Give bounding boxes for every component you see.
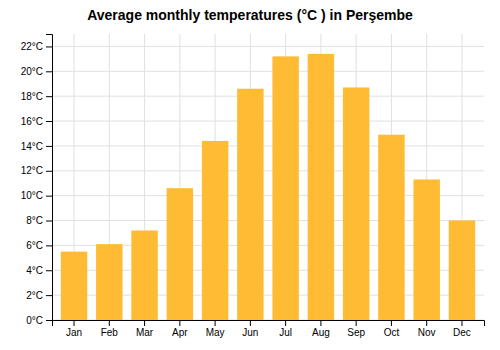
x-tick: Aug bbox=[312, 320, 330, 338]
x-tick-mark bbox=[426, 320, 427, 326]
y-tick-label: 2°C bbox=[26, 290, 43, 301]
y-tick-mark bbox=[46, 295, 52, 296]
bar bbox=[449, 221, 475, 320]
x-tick-mark bbox=[144, 320, 145, 326]
y-tick-mark bbox=[46, 46, 52, 47]
x-tick-label: Jul bbox=[279, 327, 292, 338]
x-tick-label: Jan bbox=[66, 327, 82, 338]
x-tick: Dec bbox=[453, 320, 471, 338]
x-tick: Oct bbox=[384, 320, 400, 338]
y-tick-label: 20°C bbox=[21, 66, 43, 77]
y-axis-line bbox=[46, 35, 53, 321]
y-tick: 16°C bbox=[21, 116, 52, 127]
y-tick-mark bbox=[46, 146, 52, 147]
y-tick-label: 6°C bbox=[26, 240, 43, 251]
y-tick-label: 0°C bbox=[26, 315, 43, 326]
grid-line-y bbox=[52, 46, 484, 47]
y-tick-mark bbox=[46, 196, 52, 197]
y-tick-mark bbox=[46, 71, 52, 72]
grid-line-y bbox=[52, 170, 484, 171]
bar bbox=[202, 141, 228, 320]
grid-line-y bbox=[52, 145, 484, 146]
y-tick: 12°C bbox=[21, 165, 52, 176]
x-tick-mark bbox=[109, 320, 110, 326]
grid-line-y bbox=[52, 121, 484, 122]
x-tick-mark bbox=[320, 320, 321, 326]
x-tick: Mar bbox=[136, 320, 154, 338]
x-tick-mark bbox=[250, 320, 251, 326]
plot: 0°C 2°C 4°C 6°C 8°C 10°C 12°C 14°C 16°C 18°C 20°C 2… bbox=[21, 34, 485, 338]
x-tick: May bbox=[206, 320, 225, 338]
x-tick: Jul bbox=[279, 320, 292, 338]
y-tick: 4°C bbox=[26, 265, 52, 276]
y-tick-mark bbox=[46, 121, 52, 122]
x-tick: Feb bbox=[101, 320, 119, 338]
y-tick-mark bbox=[46, 270, 52, 271]
x-tick-mark bbox=[391, 320, 392, 326]
x-tick-mark bbox=[461, 320, 462, 326]
grid-line-y bbox=[52, 71, 484, 72]
bar bbox=[378, 135, 404, 320]
bar bbox=[308, 54, 334, 320]
x-tick-label: Aug bbox=[312, 327, 330, 338]
x-axis: Jan Feb Mar Apr May Jun Jul Aug Sep Oct Nov Dec bbox=[53, 320, 485, 338]
x-tick-mark bbox=[74, 320, 75, 326]
y-axis: 0°C 2°C 4°C 6°C 8°C 10°C 12°C 14°C 16°C 18°C 20°C 2… bbox=[21, 35, 53, 326]
grid bbox=[52, 34, 484, 320]
y-tick-mark bbox=[46, 221, 52, 222]
y-tick-label: 22°C bbox=[21, 41, 43, 52]
y-tick-mark bbox=[46, 245, 52, 246]
y-tick-label: 8°C bbox=[26, 215, 43, 226]
x-tick-label: Mar bbox=[136, 327, 154, 338]
x-tick-label: Apr bbox=[172, 327, 188, 338]
bar bbox=[343, 87, 369, 320]
bar bbox=[272, 56, 298, 320]
x-tick: Sep bbox=[347, 320, 365, 338]
y-tick-label: 18°C bbox=[21, 91, 43, 102]
y-tick: 2°C bbox=[26, 290, 52, 301]
x-tick-label: Oct bbox=[384, 327, 400, 338]
x-tick: Jan bbox=[66, 320, 82, 338]
title: Average monthly temperatures (°C ) in Pe… bbox=[87, 7, 413, 23]
x-tick-mark bbox=[179, 320, 180, 326]
bar bbox=[413, 179, 439, 320]
y-tick: 22°C bbox=[21, 41, 52, 52]
x-tick-label: Sep bbox=[347, 327, 365, 338]
x-tick-label: May bbox=[206, 327, 225, 338]
grid-line-y bbox=[52, 96, 484, 97]
x-tick-label: Dec bbox=[453, 327, 471, 338]
x-tick-mark bbox=[215, 320, 216, 326]
y-tick-label: 10°C bbox=[21, 190, 43, 201]
y-tick: 20°C bbox=[21, 66, 52, 77]
bar bbox=[96, 244, 122, 320]
y-tick: 0°C bbox=[26, 315, 52, 326]
x-axis-line bbox=[53, 321, 485, 327]
x-tick-mark bbox=[285, 320, 286, 326]
y-tick-mark bbox=[46, 171, 52, 172]
x-tick-label: Jun bbox=[242, 327, 258, 338]
x-tick: Apr bbox=[172, 320, 188, 338]
y-tick-mark bbox=[46, 96, 52, 97]
y-tick: 6°C bbox=[26, 240, 52, 251]
y-tick-label: 16°C bbox=[21, 116, 43, 127]
y-tick-mark bbox=[46, 320, 52, 321]
y-tick-label: 14°C bbox=[21, 141, 43, 152]
chart: 0°C 2°C 4°C 6°C 8°C 10°C 12°C 14°C 16°C 18°C 20°C 2… bbox=[0, 0, 500, 350]
bar bbox=[61, 252, 87, 320]
x-tick-label: Feb bbox=[101, 327, 119, 338]
x-tick: Nov bbox=[418, 320, 436, 338]
y-tick-label: 4°C bbox=[26, 265, 43, 276]
x-tick-mark bbox=[356, 320, 357, 326]
bar bbox=[237, 89, 263, 320]
y-tick-label: 12°C bbox=[21, 165, 43, 176]
bars bbox=[61, 54, 475, 320]
y-tick: 14°C bbox=[21, 141, 52, 152]
x-tick: Jun bbox=[242, 320, 258, 338]
y-tick: 10°C bbox=[21, 190, 52, 201]
y-tick: 18°C bbox=[21, 91, 52, 102]
x-tick-label: Nov bbox=[418, 327, 436, 338]
bar bbox=[131, 230, 157, 320]
y-tick: 8°C bbox=[26, 215, 52, 226]
bar bbox=[167, 188, 193, 320]
